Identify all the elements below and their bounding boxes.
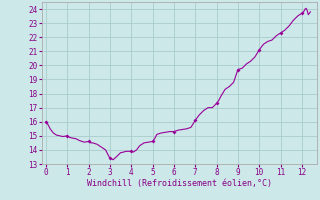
X-axis label: Windchill (Refroidissement éolien,°C): Windchill (Refroidissement éolien,°C) xyxy=(87,179,272,188)
